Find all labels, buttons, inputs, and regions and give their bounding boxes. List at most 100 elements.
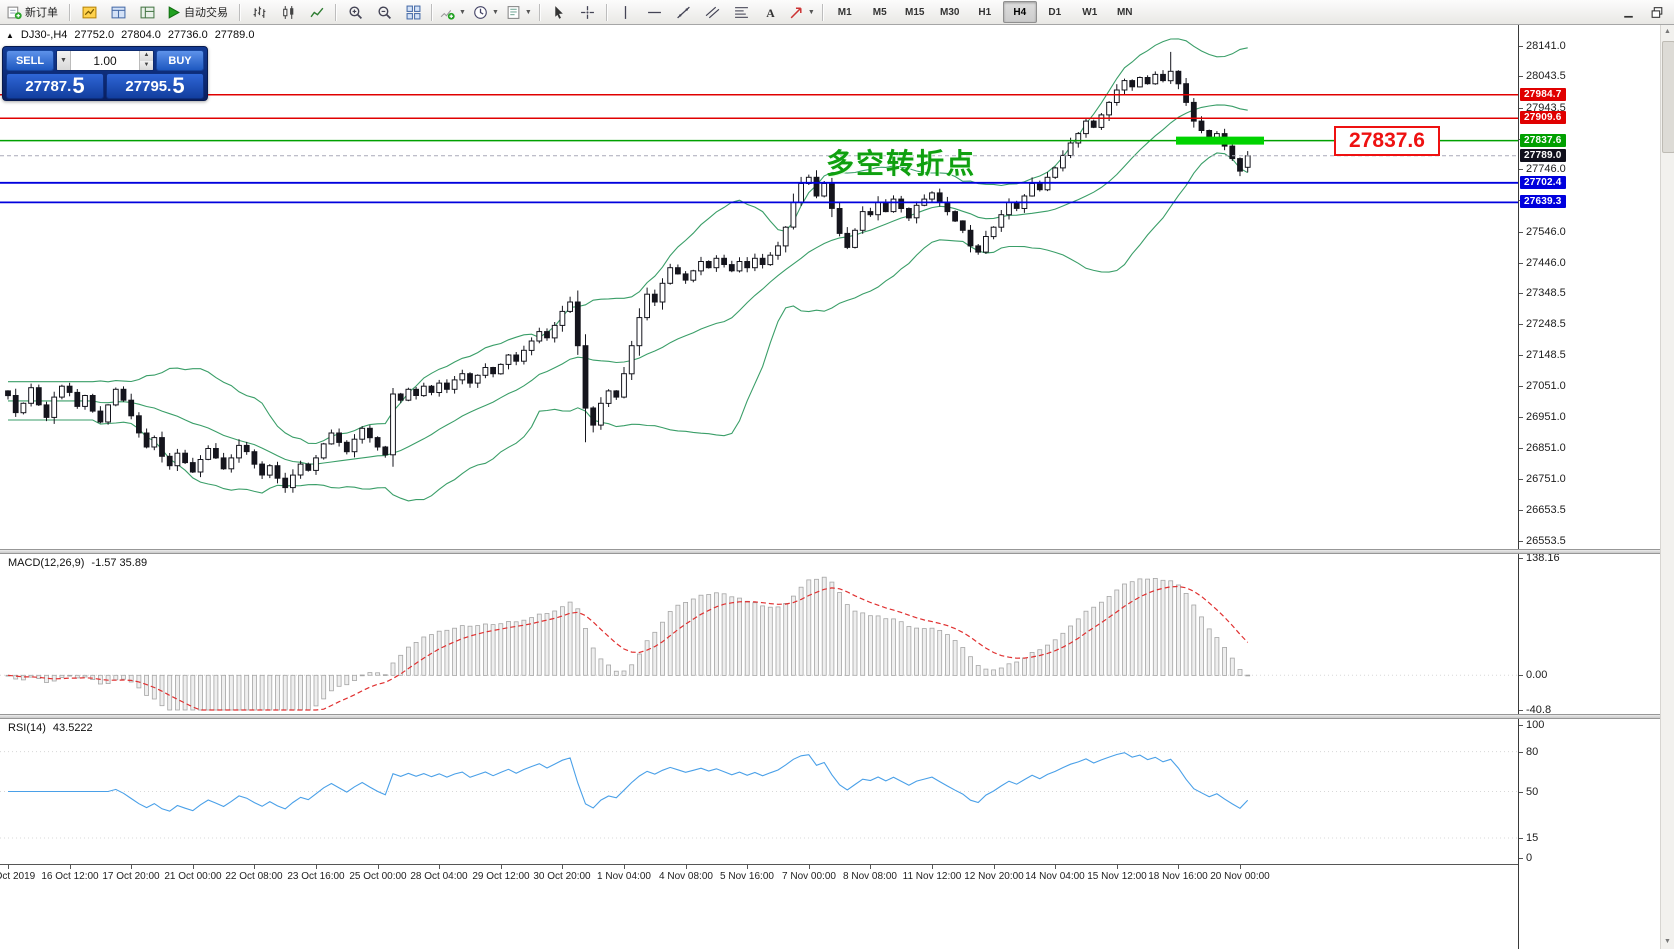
chart-text-annotation[interactable]: 多空转折点 [826, 148, 977, 179]
collapse-trade-panel-icon[interactable]: ▲ [6, 30, 14, 40]
timeframe-mn-button[interactable]: MN [1108, 1, 1142, 23]
price-callout-label[interactable]: 27837.6 [1334, 126, 1440, 156]
pane-divider[interactable] [0, 714, 1674, 719]
timeframe-m30-button[interactable]: M30 [933, 1, 967, 23]
scroll-down-icon[interactable]: ▼ [1664, 938, 1671, 945]
horizontal-line-button[interactable] [641, 1, 669, 23]
timeframe-d1-button[interactable]: D1 [1038, 1, 1072, 23]
crosshair-button[interactable] [574, 1, 602, 23]
chart-restore-button[interactable] [1643, 1, 1671, 23]
ohlc-high: 27804.0 [121, 29, 161, 41]
volume-dropdown-icon[interactable]: ▼ [57, 51, 71, 70]
time-axis-tick [70, 865, 71, 869]
vertical-line-button[interactable] [612, 1, 640, 23]
equidistant-channel-button[interactable] [699, 1, 727, 23]
scroll-up-icon[interactable]: ▲ [1664, 28, 1671, 35]
zoom-out-button[interactable] [370, 1, 398, 23]
bar-chart-button[interactable] [245, 1, 273, 23]
price-axis-tick [1519, 293, 1523, 294]
data-window-button[interactable] [104, 1, 132, 23]
new-order-button[interactable]: 新订单 [3, 1, 65, 23]
volume-input[interactable] [71, 51, 139, 70]
timeframe-d1-button-label: D1 [1048, 6, 1062, 18]
line-chart-button[interactable] [303, 1, 331, 23]
timeframe-h1-button[interactable]: H1 [968, 1, 1002, 23]
time-axis-label: 29 Oct 12:00 [472, 871, 530, 882]
auto-trading-button[interactable]: 自动交易 [162, 1, 235, 23]
timeframe-h4-button[interactable]: H4 [1002, 1, 1037, 23]
candlestick-chart[interactable] [0, 25, 1518, 549]
buy-price[interactable]: 27795. 5 [106, 73, 204, 99]
toolbar-separator [335, 3, 337, 21]
price-axis-label: 26851.0 [1526, 442, 1566, 454]
price-axis-label: 26951.0 [1526, 411, 1566, 423]
timeframe-w1-button[interactable]: W1 [1073, 1, 1107, 23]
text-button[interactable]: A [757, 1, 785, 23]
autotrade-icon [166, 5, 181, 20]
scrollbar-thumb[interactable] [1662, 41, 1674, 153]
cursor-button[interactable] [545, 1, 573, 23]
toolbar-separator [605, 3, 608, 21]
sell-button[interactable]: SELL [6, 50, 54, 71]
rsi-chart[interactable] [0, 719, 1518, 864]
arrows-button[interactable]: ▼ [786, 1, 818, 23]
price-axis[interactable]: 28141.028043.527943.527843.527746.027646… [1518, 25, 1661, 949]
buy-button[interactable]: BUY [156, 50, 204, 71]
dropdown-arrow-icon: ▼ [524, 8, 532, 16]
chart-minimize-button[interactable] [1614, 1, 1642, 23]
trendline-button[interactable] [670, 1, 698, 23]
price-axis-tick [1519, 324, 1523, 325]
time-axis-tick [1055, 865, 1056, 869]
fibonacci-button[interactable] [728, 1, 756, 23]
dropdown-arrow-icon: ▼ [459, 8, 466, 16]
zoom-in-button[interactable] [341, 1, 369, 23]
time-axis-label: 25 Oct 00:00 [349, 871, 407, 882]
time-axis-label: 21 Oct 00:00 [164, 871, 222, 882]
time-axis-label: 15 Nov 12:00 [1087, 871, 1147, 882]
timeframe-m30-button-label: M30 [940, 6, 960, 18]
tile-windows-button[interactable] [399, 1, 427, 23]
price-tag-27702.4: 27702.4 [1520, 176, 1566, 189]
timeframe-m5-button[interactable]: M5 [863, 1, 897, 23]
candlestick-chart-button[interactable] [274, 1, 302, 23]
time-axis-tick [378, 865, 379, 869]
rsi-axis-label: 80 [1526, 746, 1539, 758]
templates-button[interactable]: ▼ [503, 1, 535, 23]
toolbar: 新订单 自动交易 ▼ ▼ ▼ A ▼ M1 M5 M15 M30 H1 H4 D1 W1 MN [0, 0, 1674, 25]
volume-increase-button[interactable]: ▲ [140, 51, 153, 61]
sell-price[interactable]: 27787. 5 [6, 73, 104, 99]
periods-button[interactable]: ▼ [470, 1, 502, 23]
toolbar-separator [821, 3, 824, 21]
time-axis-tick [624, 865, 625, 869]
macd-indicator-pane[interactable]: MACD(12,26,9) -1.57 35.89 [0, 554, 1518, 714]
macd-chart[interactable] [0, 554, 1518, 714]
symbol-name: DJ30-,H4 [20, 29, 68, 41]
time-axis-tick [193, 865, 194, 869]
price-axis-tick [1519, 510, 1523, 511]
price-axis-label: 27746.0 [1526, 163, 1566, 175]
crosshair-icon [580, 5, 595, 20]
main-chart-pane[interactable]: ▲ DJ30-,H4 27752.0 27804.0 27736.0 27789… [0, 25, 1518, 549]
time-axis-tick [870, 865, 871, 869]
navigator-button[interactable] [133, 1, 161, 23]
timeframe-m15-button[interactable]: M15 [898, 1, 932, 23]
volume-control: ▼ ▲ ▼ [56, 50, 154, 71]
price-tag-27909.6: 27909.6 [1520, 111, 1566, 124]
pane-divider[interactable] [0, 549, 1674, 554]
toolbar-separator [69, 3, 71, 21]
timeframe-m1-button[interactable]: M1 [828, 1, 862, 23]
rsi-axis-tick [1519, 752, 1523, 753]
time-axis-label: 4 Nov 08:00 [659, 871, 713, 882]
price-tag-27837.6: 27837.6 [1520, 134, 1566, 147]
time-axis-tick [686, 865, 687, 869]
indicators-button[interactable]: ▼ [437, 1, 469, 23]
chart-scrollbar[interactable]: ▲ ▼ [1660, 25, 1674, 949]
price-axis-tick [1519, 479, 1523, 480]
market-watch-button[interactable] [75, 1, 103, 23]
clock-icon [473, 5, 488, 20]
rsi-indicator-pane[interactable]: RSI(14) 43.5222 [0, 719, 1518, 864]
volume-decrease-button[interactable]: ▼ [140, 60, 153, 70]
time-axis-label: 16 Oct 12:00 [41, 871, 99, 882]
